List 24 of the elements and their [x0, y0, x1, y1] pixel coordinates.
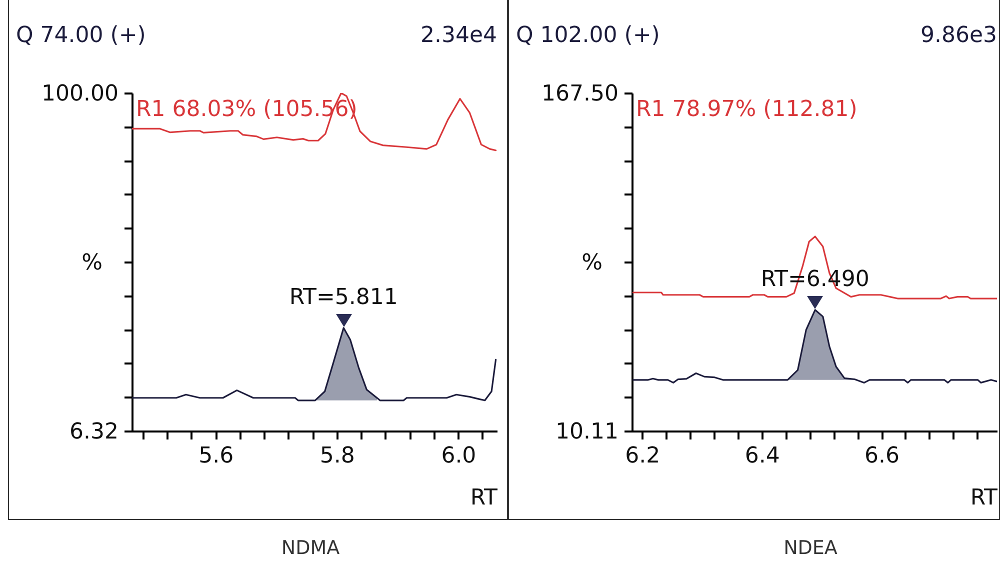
y-axis-title: % [82, 250, 102, 276]
y-tick-label: 10.11 [556, 420, 618, 444]
x-tick-label: 6.0 [441, 444, 476, 468]
y-tick-label: 167.50 [542, 82, 618, 106]
y-axis-title: % [582, 250, 602, 276]
x-axis-title: RT [970, 486, 998, 510]
x-tick-label: 5.8 [320, 444, 355, 468]
text: NDEA [784, 537, 838, 559]
text: R1 78.97% (112.81) [636, 97, 858, 122]
text: NDMA [281, 537, 340, 559]
x-tick-label: 6.2 [625, 444, 660, 468]
x-tick-label: 6.4 [744, 444, 780, 468]
x-tick-label: 5.6 [198, 444, 234, 468]
y-tick-label: 100.00 [42, 82, 118, 106]
line-series [132, 93, 497, 152]
line-series [632, 236, 997, 300]
chart-title: Q 74.00 (+) [16, 23, 146, 48]
x-tick-label: 6.6 [864, 444, 900, 468]
y-tick-label: 6.32 [70, 420, 118, 444]
chart-title: Q 102.00 (+) [516, 23, 660, 48]
x-axis-title: RT [470, 486, 498, 510]
chart-subtitle: 9.86e3 [920, 23, 997, 48]
chart-subtitle: 2.34e4 [420, 23, 497, 48]
annotation: RT=5.811 [289, 284, 398, 310]
